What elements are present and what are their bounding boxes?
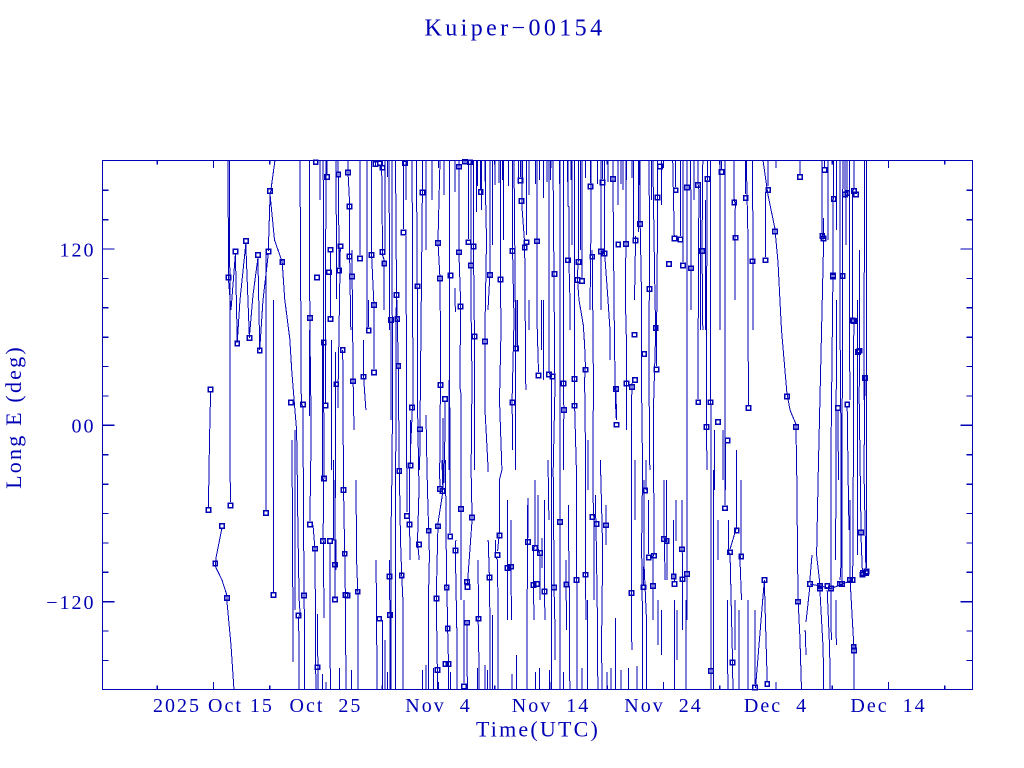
svg-text:Long E (deg): Long E (deg) bbox=[1, 345, 26, 489]
svg-text:Nov 14: Nov 14 bbox=[512, 695, 590, 717]
svg-text:−120: −120 bbox=[46, 592, 95, 614]
svg-text:Nov 24: Nov 24 bbox=[624, 695, 702, 717]
svg-text:Kuiper−00154: Kuiper−00154 bbox=[425, 16, 606, 42]
svg-text:Oct 25: Oct 25 bbox=[290, 695, 363, 717]
svg-text:Dec 14: Dec 14 bbox=[850, 695, 926, 717]
svg-text:Dec 4: Dec 4 bbox=[744, 695, 808, 717]
svg-text:120: 120 bbox=[60, 239, 96, 261]
svg-text:2025 Oct 15: 2025 Oct 15 bbox=[153, 695, 274, 717]
svg-text:Time(UTC): Time(UTC) bbox=[476, 717, 600, 742]
svg-text:Nov 4: Nov 4 bbox=[405, 695, 471, 717]
svg-text:00: 00 bbox=[72, 416, 96, 438]
